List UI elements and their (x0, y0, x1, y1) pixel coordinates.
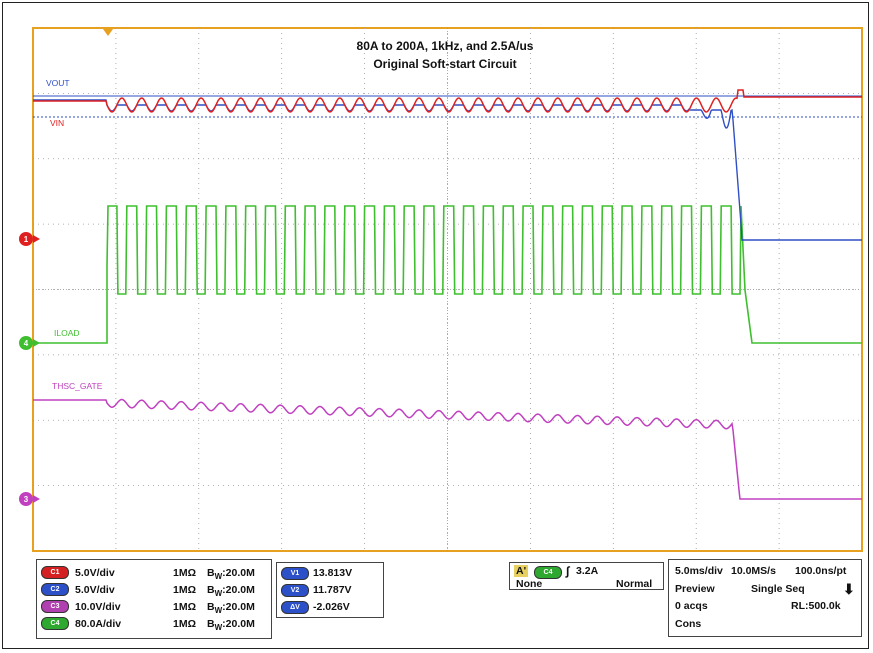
c3-coupling: 1MΩ (173, 601, 197, 613)
trigger-tag: A' (514, 565, 529, 577)
ch1-marker-text: 1 (24, 235, 29, 244)
record-length: RL:500.0k (791, 600, 841, 612)
ch4-marker-text: 4 (24, 339, 29, 348)
arrow-down-icon: ⬇ (843, 581, 855, 597)
c4-bw: BW:20.0M (207, 618, 255, 633)
c2-badge: C2 (41, 583, 69, 596)
acquisition-panel: 5.0ms/div 10.0MS/s 100.0ns/pt Preview Si… (668, 559, 862, 637)
label-iload: ILOAD (54, 328, 80, 338)
timebase: 5.0ms/div (675, 565, 723, 577)
label-vin: VIN (50, 118, 64, 128)
c1-bw: BW:20.0M (207, 567, 255, 582)
chart-title: 80A to 200A, 1kHz, and 2.5A/us (357, 39, 534, 53)
traces (33, 89, 862, 500)
acq-mode: Cons (675, 618, 702, 630)
label-vout: VOUT (46, 78, 70, 88)
sample-rate: 10.0MS/s (731, 565, 776, 577)
c2-scale: 5.0V/div (75, 584, 115, 596)
cursor-v2-badge: V2 (281, 584, 309, 597)
trigger-slope-icon: ∫ (566, 564, 570, 578)
channel-markers: 1 4 3 (19, 29, 113, 506)
resolution: 100.0ns/pt (795, 565, 847, 577)
c3-bw: BW:20.0M (207, 601, 255, 616)
c2-coupling: 1MΩ (173, 584, 197, 596)
channel-settings-panel: C1 5.0V/div 1MΩ BW:20.0M C2 5.0V/div 1MΩ… (36, 559, 272, 639)
cursor-v2-value: 11.787V (313, 584, 352, 596)
acq-count: 0 acqs (675, 600, 708, 612)
trigger-panel[interactable]: A' C4 ∫ 3.2A None Normal (509, 562, 664, 590)
trace-vin (33, 89, 862, 113)
chart-subtitle: Original Soft-start Circuit (373, 57, 516, 71)
trace-thsc-gate (33, 398, 862, 500)
trace-labels: 80A to 200A, 1kHz, and 2.5A/us Original … (46, 39, 534, 391)
c1-badge: C1 (41, 566, 69, 579)
c4-coupling: 1MΩ (173, 618, 197, 630)
cursor-delta-value: -2.026V (313, 601, 350, 613)
trigger-mode: Normal (616, 578, 653, 590)
c4-badge: C4 (41, 617, 69, 630)
c3-scale: 10.0V/div (75, 601, 121, 613)
trigger-position-icon (103, 29, 113, 36)
acq-state: Preview (675, 583, 715, 595)
graticule (32, 27, 863, 552)
cursor-v1-value: 13.813V (313, 567, 353, 579)
c1-scale: 5.0V/div (75, 567, 115, 579)
c4-scale: 80.0A/div (75, 618, 122, 630)
c3-badge: C3 (41, 600, 69, 613)
c1-coupling: 1MΩ (173, 567, 197, 579)
label-thsc-gate: THSC_GATE (52, 381, 103, 391)
trigger-coupling: None (516, 578, 543, 590)
trigger-level: 3.2A (576, 565, 599, 577)
acq-seq[interactable]: Single Seq (751, 583, 805, 595)
ch1-marker: 1 (19, 232, 40, 246)
cursor-readout-panel: V1 13.813V V2 11.787V ΔV -2.026V (276, 562, 384, 618)
ch4-marker: 4 (19, 336, 40, 350)
trace-iload (33, 205, 862, 344)
ch3-marker: 3 (19, 492, 40, 506)
ch3-marker-text: 3 (24, 495, 29, 504)
cursor-delta-badge: ΔV (281, 601, 309, 614)
trigger-source-badge: C4 (534, 566, 562, 579)
cursor-v1-badge: V1 (281, 567, 309, 580)
c2-bw: BW:20.0M (207, 584, 255, 599)
